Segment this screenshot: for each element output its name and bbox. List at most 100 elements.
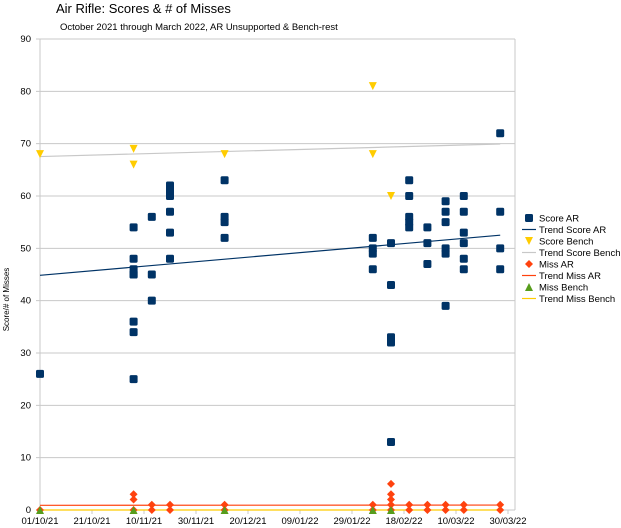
data-point [129,223,138,232]
data-point [368,150,377,159]
data-point [129,144,138,153]
data-point [387,479,395,488]
data-point [387,490,395,499]
y-tick-label: 60 [20,191,31,202]
data-point [147,212,156,221]
data-point [387,338,395,347]
legend-label: Trend Score AR [539,225,606,236]
data-point [441,218,450,227]
data-point [36,150,44,159]
data-point [129,328,138,337]
x-tick-label: 09/01/22 [282,516,319,527]
data-point [220,218,229,227]
data-point [496,500,505,509]
y-tick-label: 10 [20,453,31,464]
data-point [368,265,377,274]
data-point [368,82,377,91]
data-point [441,500,450,509]
data-point [423,500,432,509]
data-point [166,228,174,237]
data-point [405,500,414,509]
data-point [36,506,44,514]
data-point [441,301,450,310]
data-point [423,223,432,232]
data-point [129,490,138,499]
data-point [166,506,174,514]
data-point [387,506,395,514]
data-point [405,176,414,185]
data-point [166,254,174,263]
x-tick-label: 21/10/21 [74,516,111,527]
legend-label: Trend Miss Bench [539,294,615,305]
legend-label: Score Bench [539,237,593,248]
legend-marker [525,260,533,268]
legend-marker [525,237,533,245]
data-point [459,207,468,216]
data-point [387,437,395,446]
data-point [387,500,395,509]
data-point [129,506,138,514]
trend-line [39,143,501,158]
data-point [496,244,505,253]
data-point [129,317,138,326]
data-point [496,129,505,138]
data-point [441,207,450,216]
data-point [166,192,174,200]
y-tick-label: 80 [20,86,31,97]
data-point [368,506,377,514]
legend-marker [525,214,533,222]
data-point [423,260,432,269]
data-point [459,239,468,248]
data-point [129,254,138,263]
data-point [405,506,414,514]
data-point [147,506,156,514]
data-point [166,207,174,216]
data-point [368,233,377,242]
legend-label: Miss AR [539,260,574,271]
data-point [368,249,377,258]
x-tick-label: 20/12/21 [230,516,267,527]
chart-subtitle: October 2021 through March 2022, AR Unsu… [60,22,338,33]
data-point [220,500,229,509]
x-tick-label: 30/03/22 [490,516,527,527]
data-point [166,500,174,509]
chart-title: Air Rifle: Scores & # of Misses [56,1,231,16]
legend-label: Miss Bench [539,283,588,294]
data-point [459,228,468,237]
data-point [147,270,156,279]
data-point [220,506,229,514]
data-point [496,506,505,514]
data-point [459,254,468,263]
x-tick-label: 10/03/22 [438,516,475,527]
data-point [405,192,414,200]
legend-label: Score AR [539,214,579,225]
data-point [220,150,229,159]
data-point [423,239,432,248]
data-point [220,176,229,185]
data-point [441,506,450,514]
data-point [220,233,229,242]
y-tick-label: 40 [20,296,31,307]
y-tick-label: 20 [20,400,31,411]
x-tick-label: 18/02/22 [386,516,423,527]
y-tick-label: 70 [20,139,31,150]
data-point [147,296,156,305]
data-point [368,500,377,509]
data-point [405,223,414,232]
data-point [441,197,450,206]
data-point [423,506,432,514]
data-point [129,160,138,169]
data-point [129,270,138,279]
legend-label: Trend Score Bench [539,248,621,259]
data-point [441,249,450,258]
x-tick-label: 01/10/21 [22,516,59,527]
legend-label: Trend Miss AR [539,271,601,282]
x-tick-label: 29/01/22 [334,516,371,527]
data-point [459,500,468,509]
x-tick-label: 30/11/21 [178,516,214,527]
data-point [129,375,138,384]
data-point [147,500,156,509]
data-point [459,265,468,274]
data-point [496,265,505,274]
